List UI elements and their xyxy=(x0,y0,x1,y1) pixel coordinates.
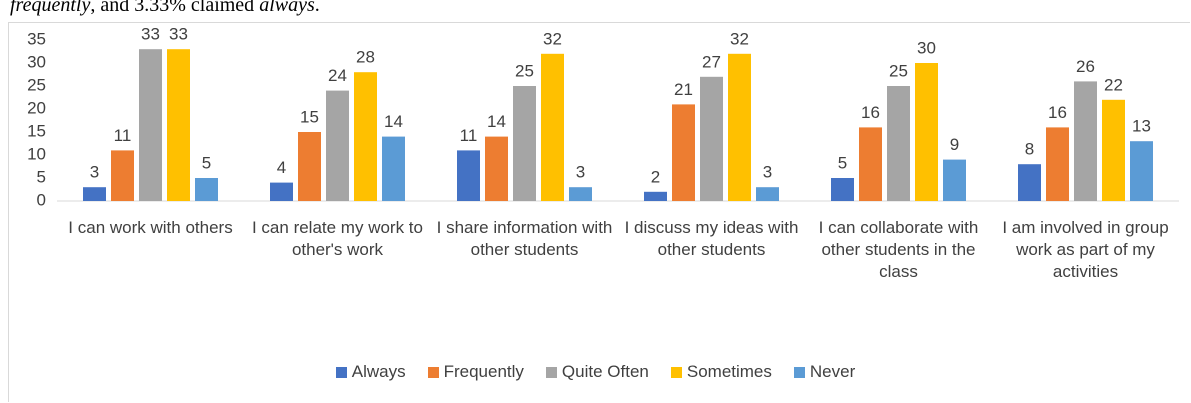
intro-text: frequently, and 3.33% claimed always. xyxy=(10,0,320,17)
x-tick-label: I share information with other students xyxy=(436,218,613,259)
legend-label: Always xyxy=(351,362,406,381)
x-tick-label: I can work with others xyxy=(68,218,233,237)
value-label: 32 xyxy=(543,29,562,48)
y-tick-label: 20 xyxy=(27,98,46,117)
bar xyxy=(83,187,106,201)
bar xyxy=(513,86,536,201)
value-label: 8 xyxy=(1025,140,1034,159)
bar xyxy=(672,104,695,201)
value-label: 2 xyxy=(651,167,660,186)
value-label: 14 xyxy=(487,112,506,131)
legend-label: Sometimes xyxy=(686,362,772,381)
legend-swatch xyxy=(670,366,682,378)
bar xyxy=(139,49,162,202)
bar xyxy=(1074,81,1097,201)
legend-label: Frequently xyxy=(443,362,524,381)
bar xyxy=(831,178,854,201)
x-tick-label: I can relate my work to other's work xyxy=(251,218,423,259)
bar xyxy=(457,150,480,201)
intro-part: , and 3.33% claimed xyxy=(90,0,260,16)
y-tick-label: 30 xyxy=(27,52,46,71)
bar xyxy=(1046,127,1069,201)
chart-frame xyxy=(8,22,1190,402)
y-tick-label: 15 xyxy=(27,121,46,140)
bar xyxy=(915,63,938,201)
value-label: 16 xyxy=(1048,103,1067,122)
value-label: 15 xyxy=(300,107,319,126)
legend-swatch xyxy=(335,366,347,378)
legend-item: Quite Often xyxy=(545,362,649,382)
value-label: 30 xyxy=(917,38,936,57)
value-label: 11 xyxy=(460,126,478,145)
intro-part: frequently xyxy=(10,0,91,16)
value-label: 9 xyxy=(950,135,959,154)
y-tick-label: 25 xyxy=(27,75,46,94)
x-tick-label: I discuss my ideas with other students xyxy=(624,218,799,259)
value-label: 13 xyxy=(1132,117,1151,136)
intro-part: . xyxy=(314,0,320,16)
legend: Always Frequently Quite Often Sometimes Neve… xyxy=(0,362,1191,382)
value-label: 33 xyxy=(169,25,188,44)
bar xyxy=(354,72,377,201)
bar xyxy=(756,187,779,201)
bar xyxy=(111,150,134,201)
x-tick-label: I can collaborate with other students in… xyxy=(818,218,979,281)
bar xyxy=(195,178,218,201)
y-tick-label: 10 xyxy=(27,144,46,163)
y-tick-label: 35 xyxy=(27,29,46,48)
value-label: 25 xyxy=(515,61,534,80)
legend-swatch xyxy=(545,366,557,378)
value-label: 21 xyxy=(674,80,693,99)
bar xyxy=(326,90,349,201)
value-label: 24 xyxy=(328,66,347,85)
y-tick-label: 0 xyxy=(37,190,46,209)
value-label: 32 xyxy=(730,29,749,48)
legend-label: Quite Often xyxy=(561,362,649,381)
value-label: 5 xyxy=(838,153,847,172)
value-label: 22 xyxy=(1104,75,1123,94)
x-tick-label: I am involved in group work as part of m… xyxy=(1002,218,1169,281)
value-label: 14 xyxy=(384,112,403,131)
legend-item: Always xyxy=(335,362,406,382)
value-label: 25 xyxy=(889,61,908,80)
value-label: 3 xyxy=(576,163,585,182)
value-label: 4 xyxy=(277,158,286,177)
bar xyxy=(298,132,321,201)
bar xyxy=(485,136,508,201)
legend-swatch xyxy=(793,366,805,378)
bar xyxy=(541,53,564,201)
value-label: 28 xyxy=(356,48,375,67)
legend-swatch xyxy=(427,366,439,378)
bar xyxy=(1130,141,1153,201)
bar xyxy=(1102,99,1125,201)
value-label: 11 xyxy=(114,126,132,145)
value-label: 33 xyxy=(141,25,160,44)
bar xyxy=(943,159,966,201)
bar xyxy=(569,187,592,201)
value-label: 3 xyxy=(90,163,99,182)
legend-item: Frequently xyxy=(427,362,524,382)
value-label: 26 xyxy=(1076,57,1095,76)
legend-item: Sometimes xyxy=(670,362,772,382)
bar xyxy=(887,86,910,201)
y-tick-label: 5 xyxy=(37,167,46,186)
value-label: 5 xyxy=(202,153,211,172)
bar xyxy=(644,191,667,201)
bar xyxy=(859,127,882,201)
legend-item: Never xyxy=(793,362,856,382)
bar xyxy=(382,136,405,201)
value-label: 16 xyxy=(861,103,880,122)
bar xyxy=(700,76,723,201)
bar xyxy=(167,49,190,202)
value-label: 3 xyxy=(763,163,772,182)
bar xyxy=(728,53,751,201)
value-label: 27 xyxy=(702,52,721,71)
legend-label: Never xyxy=(809,362,856,381)
bar xyxy=(270,182,293,201)
intro-part: always xyxy=(259,0,315,16)
bar xyxy=(1018,164,1041,201)
